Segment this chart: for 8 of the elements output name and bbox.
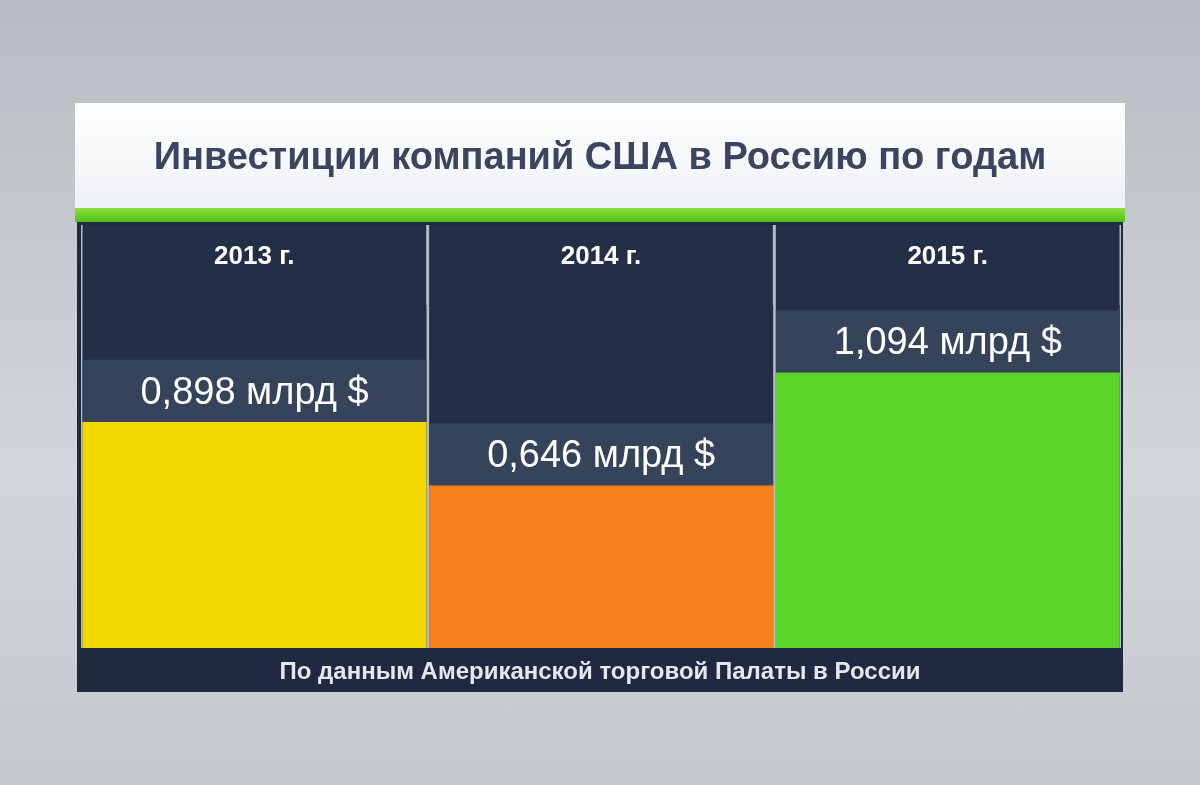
data-label: 0,898 млрд $ xyxy=(140,369,369,412)
text: По данным Американской торговой Палаты в России xyxy=(279,657,921,685)
data-label: 1,094 млрд $ xyxy=(833,320,1062,363)
chart-title: Инвестиции компаний США в Россию по годам xyxy=(153,135,1047,178)
x-tick-label: 2013 г. xyxy=(214,240,295,270)
data-label: 0,646 млрд $ xyxy=(487,433,716,476)
x-tick-label: 2015 г. xyxy=(907,240,988,270)
x-tick-label: 2014 г. xyxy=(560,240,642,270)
